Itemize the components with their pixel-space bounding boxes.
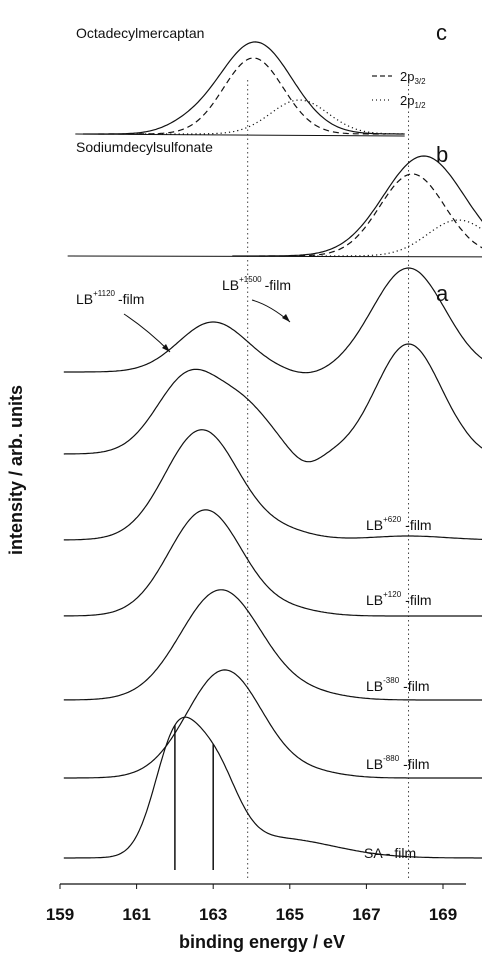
panel-c-2p3-curve	[98, 57, 386, 135]
x-axis-ticks: 159161163165167169171	[46, 884, 457, 924]
panel-b-title: Sodiumdecylsulfonate	[76, 139, 213, 155]
panel-c-total-curve	[83, 41, 405, 135]
curve-lb-380	[63, 589, 482, 701]
label-lb-380: LB-380 -film	[366, 676, 430, 694]
x-tick-label: 167	[352, 905, 380, 924]
label-sa-film: SA - film	[364, 845, 416, 861]
x-tick-label: 165	[276, 905, 304, 924]
label-lb-1500: LB+1500 -film	[222, 275, 291, 293]
legend-dotted-label: 2p1/2	[400, 93, 426, 110]
x-tick-label: 161	[122, 905, 150, 924]
x-axis-label: binding energy / eV	[179, 932, 345, 952]
curve-lb-1500	[63, 267, 482, 374]
label-lb-120: LB+120 -film	[366, 590, 432, 608]
curve-lb-1120	[63, 343, 482, 463]
x-tick-label: 169	[429, 905, 457, 924]
x-tick-label: 159	[46, 905, 74, 924]
arrowhead-lb-1120	[162, 344, 170, 352]
legend-dashed-label: 2p3/2	[400, 69, 426, 86]
panel-b-letter: b	[436, 142, 448, 167]
panel-a-letter: a	[436, 281, 449, 306]
panel-c-letter: c	[436, 20, 447, 45]
label-lb-880: LB-880 -film	[366, 754, 430, 772]
arrow-lb-1120	[123, 313, 171, 353]
spectra-curves	[63, 41, 482, 870]
panel-b-2p3-curve	[259, 173, 482, 257]
panel-b-total-curve	[232, 155, 482, 257]
x-tick-label: 163	[199, 905, 227, 924]
curve-sa-film	[63, 716, 482, 859]
y-axis-label: intensity / arb. units	[6, 385, 26, 555]
panel-c-2p1-curve	[136, 99, 405, 135]
label-lb-1120: LB+1120 -film	[76, 289, 144, 307]
panel-c-title: Octadecylmercaptan	[76, 25, 204, 41]
reference-lines	[247, 80, 410, 880]
arrowhead-lb-1500	[282, 314, 290, 322]
panel-b-2p1-curve	[308, 219, 482, 257]
label-lb-620: LB+620 -film	[366, 515, 432, 533]
curve-lb-620	[63, 429, 482, 541]
curve-lb-880	[63, 669, 482, 779]
curve-lb-120	[63, 509, 482, 617]
